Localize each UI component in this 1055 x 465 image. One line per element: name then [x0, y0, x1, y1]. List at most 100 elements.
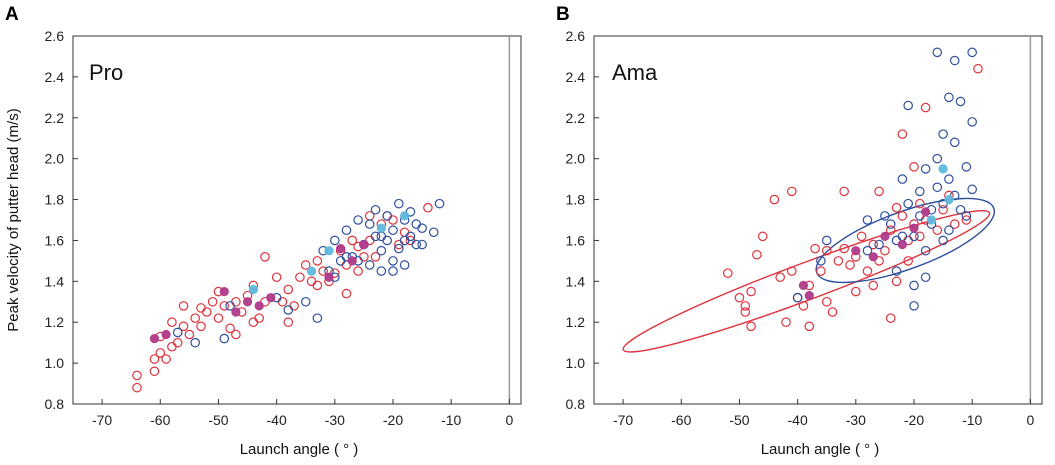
panel-b-point-red-open	[810, 243, 820, 254]
panel-a-x-tick-label: -30	[325, 412, 345, 428]
panel-a-point-cyan-filled	[248, 284, 258, 295]
panel-b-point-blue-open	[944, 225, 954, 236]
panel-a-point-red-open	[312, 256, 323, 266]
panel-a-point-red-open	[341, 288, 352, 299]
panel-a-point-red-open	[155, 348, 166, 358]
panel-a-x-tick-label: -70	[92, 412, 112, 428]
panel-b-ellipses	[622, 197, 996, 353]
panel-a-y-tick-label: 2.2	[45, 110, 65, 126]
panel-a-point-red-open	[225, 323, 235, 334]
panel-a-point-magenta-filled	[149, 333, 160, 344]
panel-a-plot-frame	[72, 35, 522, 405]
panel-a-point-magenta-filled	[254, 301, 264, 311]
panel-a-point-blue-open	[388, 225, 398, 236]
panel-b-point-blue-open	[932, 153, 943, 164]
panel-b-point-red-open	[932, 225, 943, 236]
panel-b-point-red-open	[973, 63, 983, 74]
panel-b-point-red-open	[816, 266, 826, 276]
panel-b-y-tick-label: 1.8	[566, 192, 586, 208]
panel-a-x-tick-label: -60	[150, 412, 170, 428]
panel-a-points	[132, 198, 445, 393]
panel-b-point-blue-open	[880, 211, 890, 221]
panel-b-x-tick-label: 0	[1026, 412, 1034, 428]
panel-a-point-blue-open	[376, 245, 387, 256]
panel-a-point-red-open	[161, 354, 171, 364]
panel-a-y-tick-label: 2.6	[45, 28, 65, 44]
panel-a-point-magenta-filled	[347, 256, 357, 266]
panel-a-point-red-open	[271, 272, 282, 283]
panel-b-point-red-open	[897, 211, 908, 221]
panel-a-point-blue-open	[172, 327, 183, 338]
panel-b-point-magenta-filled	[880, 231, 890, 241]
panel-a-point-red-open	[359, 251, 369, 262]
panel-a-y-axis-label: Peak velocity of putter head (m/s)	[5, 108, 22, 331]
panel-a-point-blue-open	[411, 219, 422, 229]
panel-a-point-blue-open	[330, 235, 340, 246]
panel-b-point-blue-open	[944, 92, 954, 103]
panel-a-point-cyan-filled	[324, 246, 334, 256]
panel-b-point-red-open	[920, 102, 931, 113]
panel-a-point-magenta-filled	[266, 293, 276, 303]
panel-b-point-magenta-filled	[851, 246, 861, 256]
panel-a-point-blue-open	[283, 305, 294, 315]
panel-a-point-red-open	[283, 317, 294, 328]
panel-b-point-blue-open	[909, 231, 919, 242]
panel-b-y-tick-label: 2.6	[566, 28, 586, 44]
panel-b-group-label: Ama	[612, 60, 658, 85]
panel-a-point-magenta-filled	[219, 286, 229, 297]
panel-a-point-red-open	[347, 235, 358, 246]
panel-b-x-tick-label: -60	[671, 412, 691, 428]
panel-b-point-blue-open	[903, 198, 913, 209]
panel-b-point-blue-open	[949, 137, 960, 148]
panel-b-point-red-open	[903, 256, 913, 266]
panel-a-point-red-open	[231, 329, 241, 340]
panel-a-point-red-open	[283, 284, 294, 295]
panel-a-point-blue-open	[394, 243, 404, 254]
panel-b-point-red-open	[915, 198, 925, 209]
panel-b-point-red-open	[746, 286, 756, 297]
panel-b-y-tick-label: 1.6	[566, 232, 586, 248]
panel-b-y-tick-label: 1.2	[566, 314, 586, 330]
panel-b-point-red-open	[775, 272, 785, 283]
panel-b-point-magenta-filled	[798, 280, 809, 291]
panel-b-point-red-open	[833, 256, 844, 266]
panel-b-point-red-open	[740, 301, 751, 311]
panel-a-point-blue-open	[225, 301, 235, 311]
panel-b-point-blue-open	[792, 292, 803, 303]
panel-b-x-tick-label: -70	[613, 412, 633, 428]
panel-b-point-red-open	[845, 260, 855, 270]
panel-b-point-blue-open	[920, 272, 931, 283]
panel-b-point-red-open	[746, 321, 756, 332]
panel-a-point-red-open	[196, 321, 206, 332]
panel-a-point-blue-open	[370, 204, 381, 215]
panel-b-point-blue-open	[932, 47, 943, 58]
panel-b-point-red-open	[891, 202, 902, 213]
panel-a-point-blue-open	[394, 198, 404, 209]
panel-b-point-red-open	[787, 186, 797, 197]
panel-a-point-red-open	[300, 260, 311, 270]
panel-a-y-tick-label: 1.8	[45, 192, 65, 208]
panel-a-point-blue-open	[190, 337, 200, 348]
panel-a-point-blue-open	[434, 198, 445, 209]
panel-a-x-tick-label: -10	[441, 412, 461, 428]
panel-a-point-red-open	[312, 280, 323, 291]
panel-b-point-cyan-filled	[938, 164, 948, 174]
panel-b-point-red-open	[949, 219, 960, 229]
panel-b-point-magenta-filled	[804, 291, 814, 301]
panel-b-point-blue-open	[816, 256, 826, 266]
panel-a-point-blue-open	[399, 235, 410, 246]
panel-a-point-blue-open	[417, 239, 427, 250]
panel-b-point-blue-open	[920, 245, 931, 256]
panel-a-point-magenta-filled	[231, 307, 241, 317]
panel-b-point-blue-open	[885, 219, 896, 229]
panel-a-point-red-open	[178, 321, 189, 332]
panel-b-point-blue-open	[909, 280, 919, 291]
panel-a-point-blue-open	[300, 296, 311, 307]
panel-b-point-red-open	[915, 231, 925, 242]
panel-a-point-red-open	[295, 272, 305, 283]
panel-b-point-red-open	[868, 280, 879, 291]
panel-b-point-blue-open	[903, 100, 913, 111]
panel-b-y-tick-label: 0.8	[566, 396, 586, 412]
panel-a-point-red-open	[190, 313, 200, 323]
